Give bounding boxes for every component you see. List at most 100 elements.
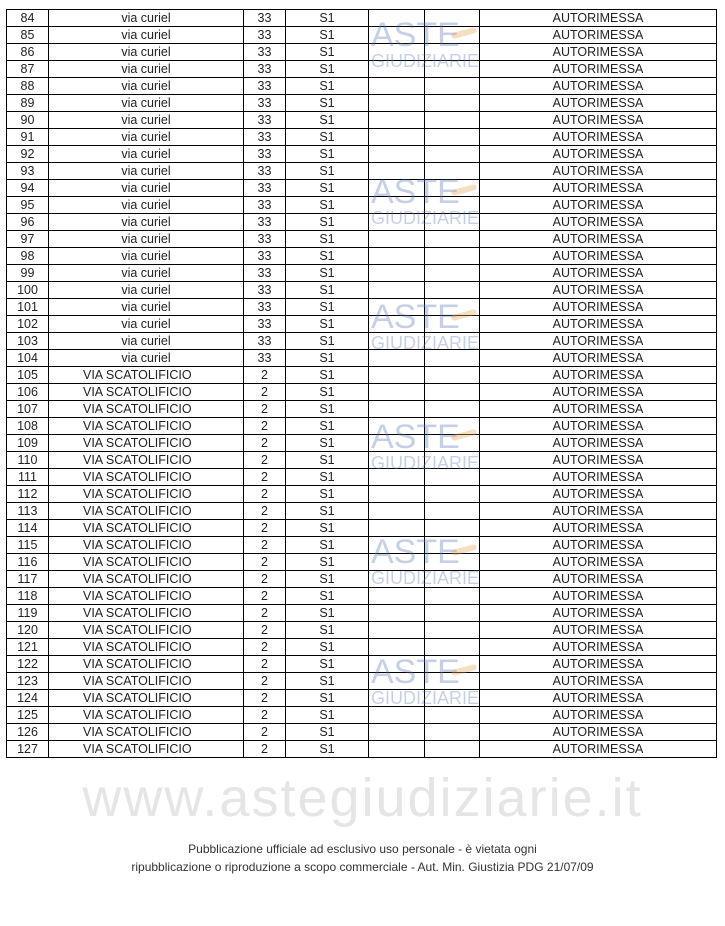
cell-use: AUTORIMESSA bbox=[479, 111, 717, 129]
cell-street: via curiel bbox=[48, 332, 244, 350]
cell-street: VIA SCATOLIFICIO bbox=[48, 451, 244, 469]
cell-n: 121 bbox=[6, 638, 49, 656]
cell-civic: 2 bbox=[243, 655, 286, 673]
table-row: 97 via curiel 33 S1 AUTORIMESSA bbox=[6, 230, 717, 248]
cell-floor: S1 bbox=[285, 111, 369, 129]
table-row: 112 VIA SCATOLIFICIO 2 S1 AUTORIMESSA bbox=[6, 485, 717, 503]
cell-n: 100 bbox=[6, 281, 49, 299]
cell-use: AUTORIMESSA bbox=[479, 230, 717, 248]
cell-floor: S1 bbox=[285, 9, 369, 27]
cell-use: AUTORIMESSA bbox=[479, 43, 717, 61]
cell-street: VIA SCATOLIFICIO bbox=[48, 655, 244, 673]
table-row: 107 VIA SCATOLIFICIO 2 S1 AUTORIMESSA bbox=[6, 400, 717, 418]
cell-n: 102 bbox=[6, 315, 49, 333]
cell-col6 bbox=[424, 145, 480, 163]
table-row: 104 via curiel 33 S1 AUTORIMESSA bbox=[6, 349, 717, 367]
cell-street: VIA SCATOLIFICIO bbox=[48, 553, 244, 571]
table-row: 122 VIA SCATOLIFICIO 2 S1 AUTORIMESSA bbox=[6, 655, 717, 673]
cell-col5 bbox=[368, 468, 425, 486]
cell-col6 bbox=[424, 519, 480, 537]
footer-line-2: ripubblicazione o riproduzione a scopo c… bbox=[131, 860, 594, 874]
cell-street: VIA SCATOLIFICIO bbox=[48, 689, 244, 707]
cell-use: AUTORIMESSA bbox=[479, 621, 717, 639]
cell-floor: S1 bbox=[285, 247, 369, 265]
cell-n: 84 bbox=[6, 9, 49, 27]
cell-use: AUTORIMESSA bbox=[479, 213, 717, 231]
table-row: 106 VIA SCATOLIFICIO 2 S1 AUTORIMESSA bbox=[6, 383, 717, 401]
cell-street: via curiel bbox=[48, 145, 244, 163]
cell-col5 bbox=[368, 536, 425, 554]
cell-civic: 33 bbox=[243, 111, 286, 129]
cell-use: AUTORIMESSA bbox=[479, 179, 717, 197]
cell-col5 bbox=[368, 740, 425, 758]
cell-n: 115 bbox=[6, 536, 49, 554]
cell-col5 bbox=[368, 706, 425, 724]
cell-floor: S1 bbox=[285, 196, 369, 214]
cell-col5 bbox=[368, 179, 425, 197]
table-body: 84 via curiel 33 S1 AUTORIMESSA 85 via curiel 3… bbox=[6, 9, 717, 758]
cell-use: AUTORIMESSA bbox=[479, 366, 717, 384]
cell-col5 bbox=[368, 247, 425, 265]
cell-use: AUTORIMESSA bbox=[479, 655, 717, 673]
cell-n: 125 bbox=[6, 706, 49, 724]
cell-n: 124 bbox=[6, 689, 49, 707]
cell-col5 bbox=[368, 400, 425, 418]
cell-use: AUTORIMESSA bbox=[479, 383, 717, 401]
cell-col6 bbox=[424, 26, 480, 44]
table-row: 121 VIA SCATOLIFICIO 2 S1 AUTORIMESSA bbox=[6, 638, 717, 656]
cell-col5 bbox=[368, 553, 425, 571]
cell-use: AUTORIMESSA bbox=[479, 689, 717, 707]
table-row: 125 VIA SCATOLIFICIO 2 S1 AUTORIMESSA bbox=[6, 706, 717, 724]
cell-floor: S1 bbox=[285, 60, 369, 78]
cell-col5 bbox=[368, 332, 425, 350]
cell-civic: 33 bbox=[243, 128, 286, 146]
cell-use: AUTORIMESSA bbox=[479, 723, 717, 741]
cell-street: via curiel bbox=[48, 77, 244, 95]
table-row: 88 via curiel 33 S1 AUTORIMESSA bbox=[6, 77, 717, 95]
cell-street: VIA SCATOLIFICIO bbox=[48, 587, 244, 605]
cell-n: 122 bbox=[6, 655, 49, 673]
cell-floor: S1 bbox=[285, 264, 369, 282]
cell-street: VIA SCATOLIFICIO bbox=[48, 672, 244, 690]
cell-civic: 2 bbox=[243, 383, 286, 401]
cell-floor: S1 bbox=[285, 689, 369, 707]
cell-n: 97 bbox=[6, 230, 49, 248]
cell-col6 bbox=[424, 621, 480, 639]
cell-use: AUTORIMESSA bbox=[479, 638, 717, 656]
cell-civic: 2 bbox=[243, 536, 286, 554]
cell-n: 93 bbox=[6, 162, 49, 180]
cell-use: AUTORIMESSA bbox=[479, 485, 717, 503]
cell-civic: 2 bbox=[243, 451, 286, 469]
table-row: 85 via curiel 33 S1 AUTORIMESSA bbox=[6, 26, 717, 44]
cell-civic: 2 bbox=[243, 468, 286, 486]
cell-col5 bbox=[368, 281, 425, 299]
property-table: 84 via curiel 33 S1 AUTORIMESSA 85 via curiel 3… bbox=[6, 9, 717, 758]
cell-col5 bbox=[368, 434, 425, 452]
cell-street: via curiel bbox=[48, 281, 244, 299]
cell-col5 bbox=[368, 43, 425, 61]
cell-col6 bbox=[424, 604, 480, 622]
cell-col5 bbox=[368, 9, 425, 27]
cell-n: 90 bbox=[6, 111, 49, 129]
cell-col6 bbox=[424, 689, 480, 707]
cell-col5 bbox=[368, 111, 425, 129]
cell-use: AUTORIMESSA bbox=[479, 502, 717, 520]
cell-use: AUTORIMESSA bbox=[479, 400, 717, 418]
cell-civic: 33 bbox=[243, 196, 286, 214]
table-row: 119 VIA SCATOLIFICIO 2 S1 AUTORIMESSA bbox=[6, 604, 717, 622]
cell-use: AUTORIMESSA bbox=[479, 587, 717, 605]
cell-street: via curiel bbox=[48, 213, 244, 231]
table-row: 91 via curiel 33 S1 AUTORIMESSA bbox=[6, 128, 717, 146]
cell-street: via curiel bbox=[48, 349, 244, 367]
cell-col5 bbox=[368, 383, 425, 401]
cell-street: via curiel bbox=[48, 94, 244, 112]
cell-use: AUTORIMESSA bbox=[479, 162, 717, 180]
cell-n: 88 bbox=[6, 77, 49, 95]
cell-n: 94 bbox=[6, 179, 49, 197]
cell-street: via curiel bbox=[48, 264, 244, 282]
cell-civic: 2 bbox=[243, 638, 286, 656]
cell-floor: S1 bbox=[285, 94, 369, 112]
cell-col5 bbox=[368, 723, 425, 741]
table-row: 115 VIA SCATOLIFICIO 2 S1 AUTORIMESSA bbox=[6, 536, 717, 554]
table-row: 110 VIA SCATOLIFICIO 2 S1 AUTORIMESSA bbox=[6, 451, 717, 469]
